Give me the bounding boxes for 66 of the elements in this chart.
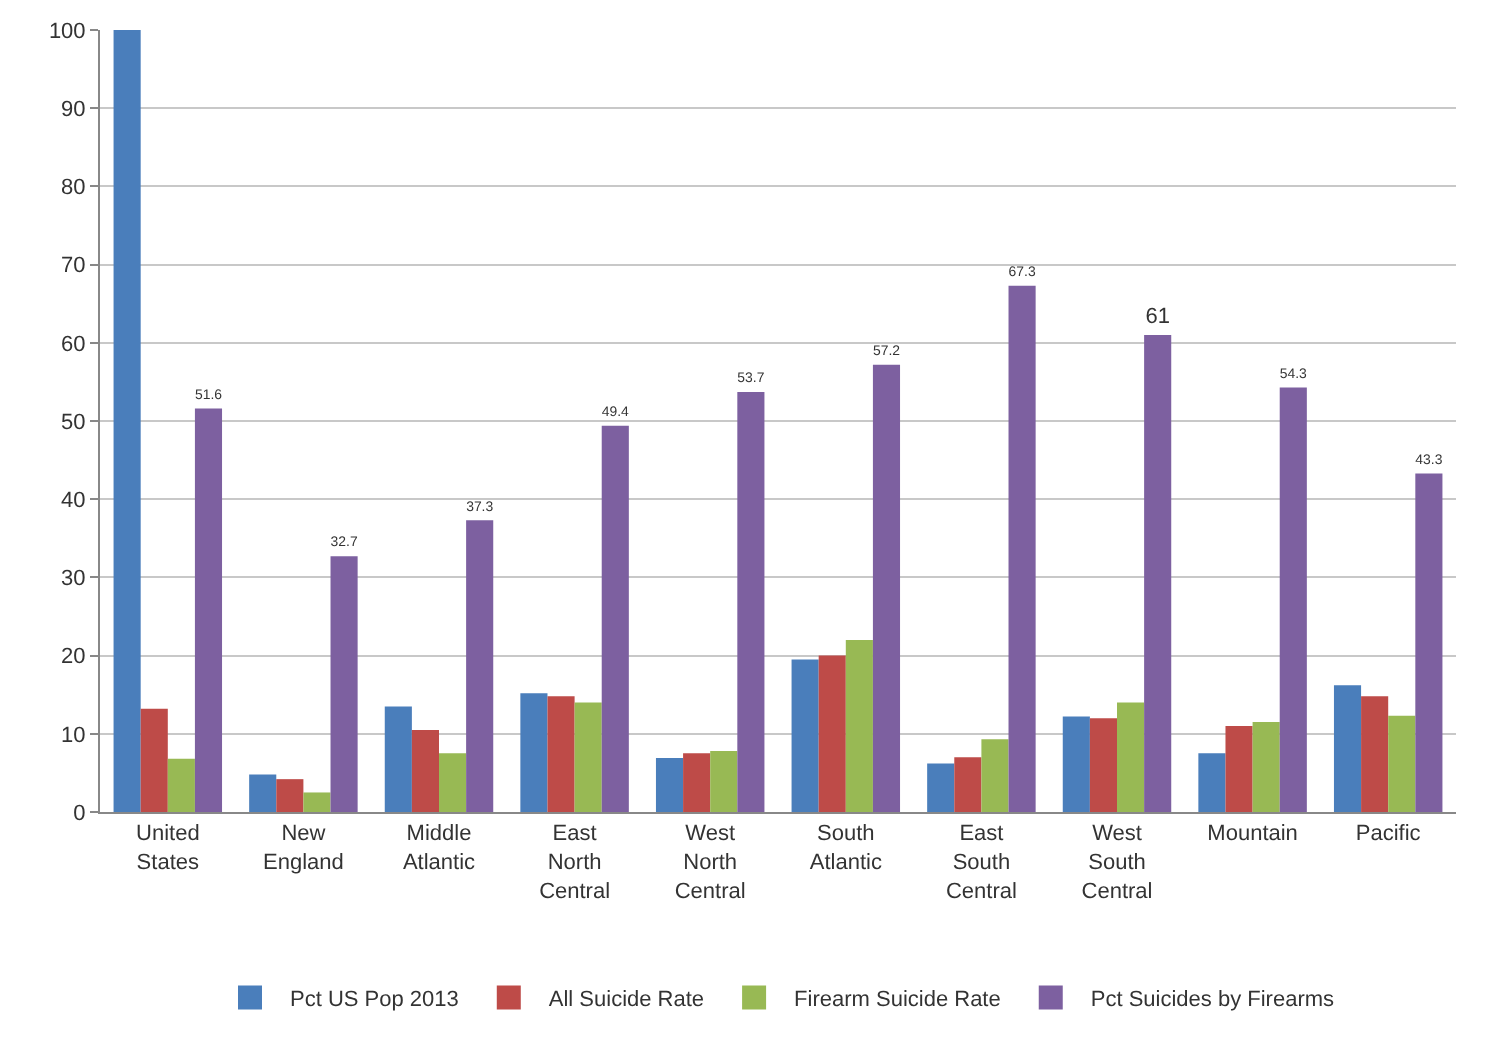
bar [1008, 285, 1036, 812]
bar [330, 556, 358, 812]
x-tick-label: Mountain [1207, 822, 1298, 847]
x-tick-label: West South Central [1081, 822, 1153, 904]
bar [1361, 696, 1389, 812]
bar [140, 708, 168, 812]
bar [872, 364, 901, 812]
bar [1062, 716, 1090, 812]
bar [439, 753, 467, 812]
bar [601, 425, 629, 812]
bar [1089, 718, 1117, 812]
bar [954, 757, 982, 812]
legend-label: Pct Suicides by Firearms [1090, 987, 1336, 1012]
bar [1333, 685, 1362, 812]
y-tick-label: 0 [73, 801, 86, 826]
y-tick-label: 20 [61, 645, 86, 670]
y-tick-label: 100 [48, 19, 86, 44]
y-tick-label: 50 [61, 410, 86, 435]
bar [845, 639, 873, 812]
x-tick-label: Pacific [1355, 822, 1422, 847]
x-tick-label: South Atlantic [809, 822, 883, 875]
bar [1225, 725, 1253, 812]
bar [655, 758, 684, 812]
bar [276, 779, 304, 812]
y-tick-label: 70 [61, 254, 86, 279]
y-tick-label: 90 [61, 97, 86, 122]
bar [710, 751, 738, 812]
bar [818, 655, 846, 812]
bar [1144, 334, 1172, 812]
bar [520, 693, 548, 812]
bar [1415, 473, 1443, 812]
legend-label: Pct US Pop 2013 [290, 987, 459, 1012]
bar [547, 696, 575, 812]
bar [1388, 715, 1416, 812]
data-label: 61 [1145, 304, 1170, 329]
bar [249, 774, 277, 812]
bar [927, 763, 955, 812]
bar [411, 729, 439, 812]
bar [466, 520, 494, 812]
bar [1279, 387, 1307, 812]
bar [384, 706, 412, 812]
bar [981, 739, 1009, 812]
x-tick-label: New England [263, 822, 344, 875]
bar [1117, 702, 1145, 812]
bar [683, 753, 711, 812]
legend-label: Firearm Suicide Rate [794, 987, 1001, 1012]
x-tick-label: Middle Atlantic [402, 822, 477, 875]
bar [1198, 753, 1226, 812]
bar [194, 408, 223, 812]
legend-label: All Suicide Rate [548, 987, 705, 1012]
bar [737, 392, 765, 812]
x-tick-label: United States [136, 822, 200, 875]
bar [791, 659, 819, 812]
y-tick-label: 80 [61, 176, 86, 201]
x-tick-label: East South Central [945, 822, 1017, 904]
y-tick-label: 40 [61, 488, 86, 513]
y-tick-label: 60 [61, 332, 86, 357]
x-tick-label: East North Central [539, 822, 611, 904]
y-tick-label: 10 [61, 723, 86, 748]
y-tick-label: 30 [61, 567, 86, 592]
bar [1252, 722, 1280, 812]
bar [303, 792, 331, 812]
x-tick-label: West North Central [674, 822, 746, 904]
bar [113, 30, 141, 812]
bar [167, 758, 195, 812]
bar [574, 702, 602, 812]
